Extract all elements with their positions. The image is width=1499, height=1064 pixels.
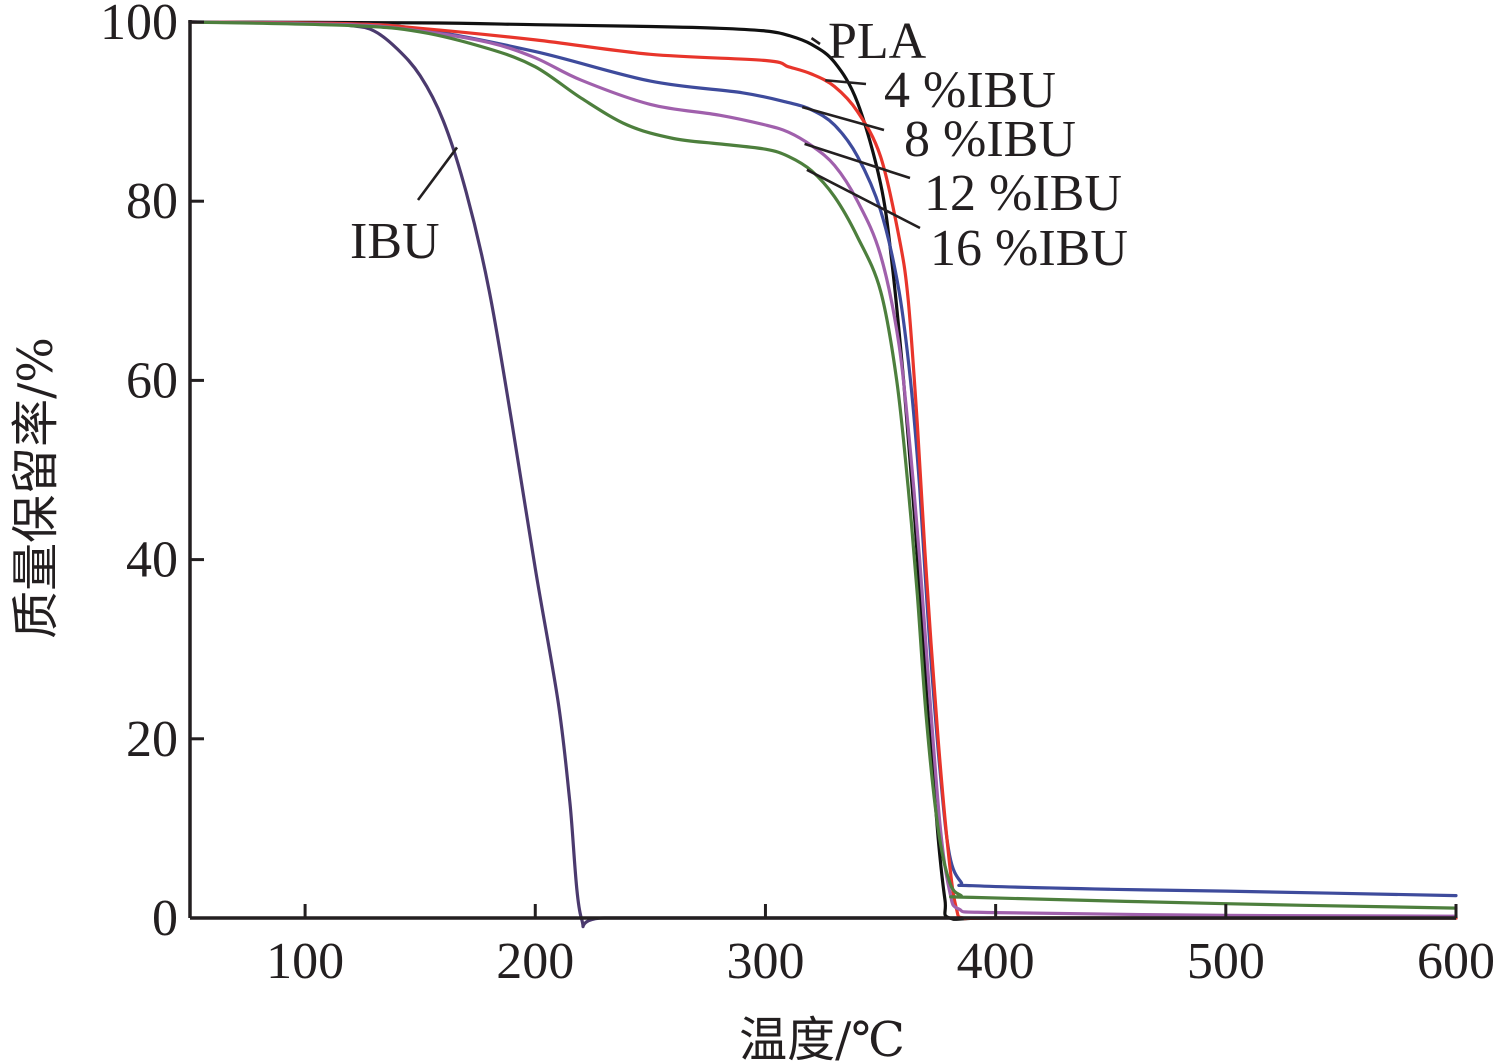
series-label-pla: PLA xyxy=(828,13,927,70)
series-label-12-ibu: 12 %IBU xyxy=(924,165,1122,222)
series-label-16-ibu: 16 %IBU xyxy=(930,220,1128,277)
leader-line-ibu xyxy=(416,146,459,201)
series-label-4-ibu: 4 %IBU xyxy=(884,62,1056,119)
x-tick-label: 400 xyxy=(957,933,1035,990)
leader-line-pla xyxy=(810,37,821,46)
series-label-8-ibu: 8 %IBU xyxy=(904,111,1076,168)
axes-group xyxy=(188,20,1456,920)
leader-lines-group xyxy=(416,37,921,230)
series-line-4-ibu xyxy=(188,20,1458,921)
y-tick-label: 100 xyxy=(100,0,178,51)
series-line-pla xyxy=(188,20,1458,921)
series-line-ibu xyxy=(188,20,1458,929)
x-tick-label: 600 xyxy=(1417,933,1495,990)
y-tick-label: 0 xyxy=(152,890,178,947)
series-line-12-ibu xyxy=(188,20,1458,918)
x-axis-title: 温度/℃ xyxy=(739,1012,905,1064)
series-line-16-ibu xyxy=(188,20,1458,910)
x-tick-label: 100 xyxy=(266,933,344,990)
leader-line-16-ibu xyxy=(806,168,921,230)
y-tick-label: 20 xyxy=(126,711,178,768)
series-line-8-ibu xyxy=(188,20,1458,898)
leader-line-4-ibu xyxy=(825,78,867,86)
y-tick-label: 80 xyxy=(126,173,178,230)
y-tick-label: 40 xyxy=(126,532,178,589)
leader-line-8-ibu xyxy=(801,105,885,132)
y-axis-title: 质量保留率/% xyxy=(8,337,64,639)
leader-line-12-ibu xyxy=(804,142,911,180)
y-tick-label: 60 xyxy=(126,352,178,409)
series-label-ibu: IBU xyxy=(350,213,440,270)
curves-group xyxy=(188,20,1458,929)
x-tick-label: 200 xyxy=(496,933,574,990)
ticks-group: 100 200 300 400 500 600 0 20 40 60 80 100 xyxy=(100,0,1495,990)
x-tick-label: 300 xyxy=(726,933,804,990)
x-tick-label: 500 xyxy=(1187,933,1265,990)
